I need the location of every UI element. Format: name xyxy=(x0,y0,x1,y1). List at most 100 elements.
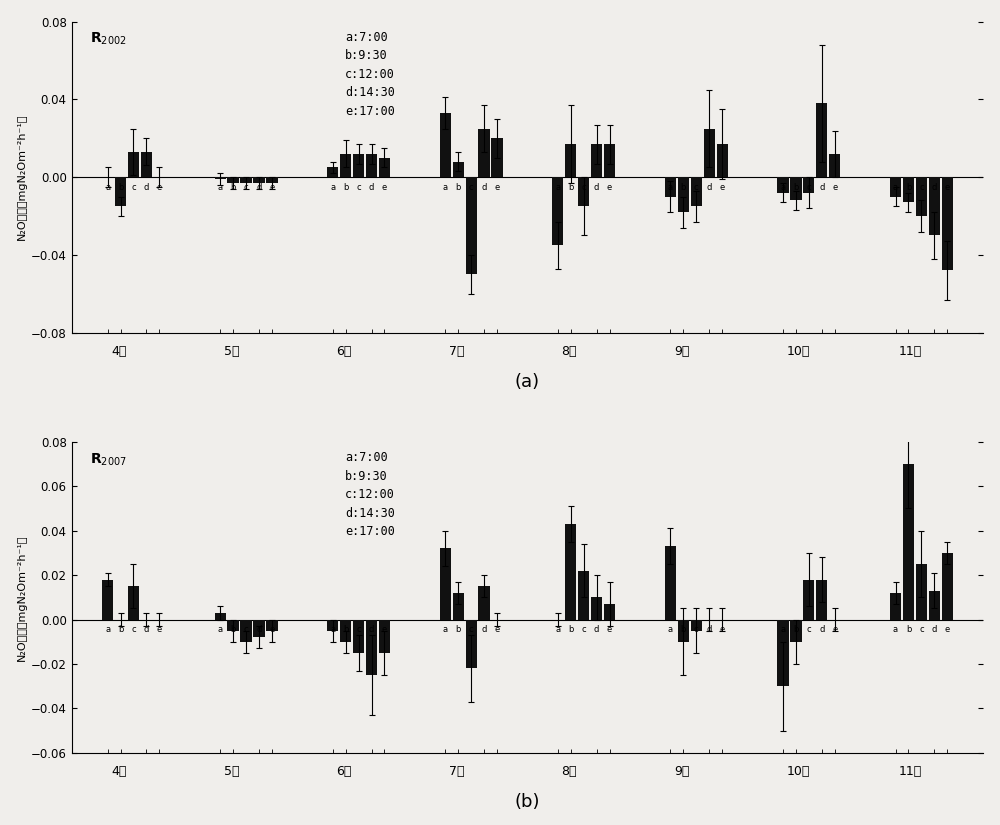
Text: a:7:00
b:9:30
c:12:00
d:14:30
e:17:00: a:7:00 b:9:30 c:12:00 d:14:30 e:17:00 xyxy=(345,31,395,118)
Bar xyxy=(215,177,226,179)
Bar xyxy=(929,177,940,235)
Text: e: e xyxy=(720,183,725,191)
Bar xyxy=(478,129,490,177)
Bar xyxy=(890,593,901,620)
Bar xyxy=(102,579,113,620)
Text: a: a xyxy=(105,183,110,191)
Text: 9月: 9月 xyxy=(674,345,689,358)
Text: R$_{2002}$: R$_{2002}$ xyxy=(90,31,126,47)
Text: b: b xyxy=(456,183,461,191)
Bar xyxy=(327,167,338,177)
Bar xyxy=(803,579,814,620)
Bar xyxy=(266,620,278,630)
Text: b: b xyxy=(456,625,461,634)
Text: e: e xyxy=(157,183,162,191)
Text: 5月: 5月 xyxy=(224,345,239,358)
Text: 11月: 11月 xyxy=(899,766,922,778)
Bar xyxy=(440,113,451,177)
Bar xyxy=(552,177,563,245)
Text: a: a xyxy=(668,183,673,191)
Text: d: d xyxy=(369,183,374,191)
Text: 7月: 7月 xyxy=(449,766,464,778)
Text: a: a xyxy=(218,183,223,191)
Text: b: b xyxy=(230,183,236,191)
Text: 10月: 10月 xyxy=(786,766,810,778)
Text: e: e xyxy=(945,625,950,634)
Bar xyxy=(491,139,503,177)
Bar xyxy=(128,587,139,620)
Text: e: e xyxy=(269,183,275,191)
Text: c: c xyxy=(131,183,136,191)
Bar xyxy=(340,620,351,642)
Bar xyxy=(777,177,789,193)
Bar xyxy=(478,587,490,620)
Text: a: a xyxy=(105,625,110,634)
Bar xyxy=(440,549,451,620)
Text: c: c xyxy=(469,183,473,191)
Bar xyxy=(704,129,715,177)
Text: b: b xyxy=(343,625,348,634)
Text: d: d xyxy=(707,183,712,191)
Text: d: d xyxy=(932,625,937,634)
Text: a: a xyxy=(555,625,560,634)
Bar xyxy=(141,152,152,177)
Bar xyxy=(777,620,789,686)
Text: a: a xyxy=(780,625,786,634)
Text: c: c xyxy=(807,625,811,634)
Bar xyxy=(678,177,689,212)
Text: b: b xyxy=(568,183,573,191)
Bar xyxy=(678,620,689,642)
Bar xyxy=(340,153,351,177)
Text: d: d xyxy=(256,625,262,634)
Text: a: a xyxy=(218,625,223,634)
Bar xyxy=(240,177,252,183)
Text: d: d xyxy=(369,625,374,634)
Bar xyxy=(790,620,802,642)
Text: d: d xyxy=(819,183,824,191)
Bar xyxy=(466,620,477,668)
Bar xyxy=(227,177,239,183)
Bar xyxy=(466,177,477,275)
Bar xyxy=(929,591,940,620)
Bar xyxy=(327,620,338,630)
Text: e: e xyxy=(494,625,500,634)
Bar xyxy=(942,177,953,271)
Text: b: b xyxy=(793,625,799,634)
Y-axis label: N₂O通量（mgN₂Om⁻²h⁻¹）: N₂O通量（mgN₂Om⁻²h⁻¹） xyxy=(17,114,27,240)
Text: d: d xyxy=(594,625,599,634)
Text: c: c xyxy=(807,183,811,191)
Text: d: d xyxy=(144,183,149,191)
Text: d: d xyxy=(256,183,262,191)
Text: b: b xyxy=(230,625,236,634)
Text: b: b xyxy=(793,183,799,191)
Bar xyxy=(665,546,676,620)
Text: e: e xyxy=(832,183,837,191)
Text: 4月: 4月 xyxy=(111,345,126,358)
Bar xyxy=(578,177,589,206)
Bar xyxy=(665,177,676,196)
Text: c: c xyxy=(919,625,924,634)
Text: e: e xyxy=(945,183,950,191)
Text: d: d xyxy=(932,183,937,191)
Bar xyxy=(691,177,702,206)
Text: (b): (b) xyxy=(515,793,540,811)
Bar xyxy=(366,620,377,675)
Text: d: d xyxy=(819,625,824,634)
Text: 11月: 11月 xyxy=(899,345,922,358)
Text: c: c xyxy=(694,183,699,191)
Bar xyxy=(453,162,464,177)
Text: c: c xyxy=(244,625,248,634)
Text: d: d xyxy=(481,183,487,191)
Text: c: c xyxy=(469,625,473,634)
Bar xyxy=(353,153,364,177)
Text: a: a xyxy=(330,625,335,634)
Bar xyxy=(916,177,927,216)
Text: b: b xyxy=(681,625,686,634)
Bar xyxy=(916,564,927,620)
Bar xyxy=(816,579,827,620)
Bar xyxy=(591,597,602,620)
Bar xyxy=(691,620,702,630)
Bar xyxy=(453,593,464,620)
Text: a: a xyxy=(780,183,786,191)
Bar xyxy=(128,152,139,177)
